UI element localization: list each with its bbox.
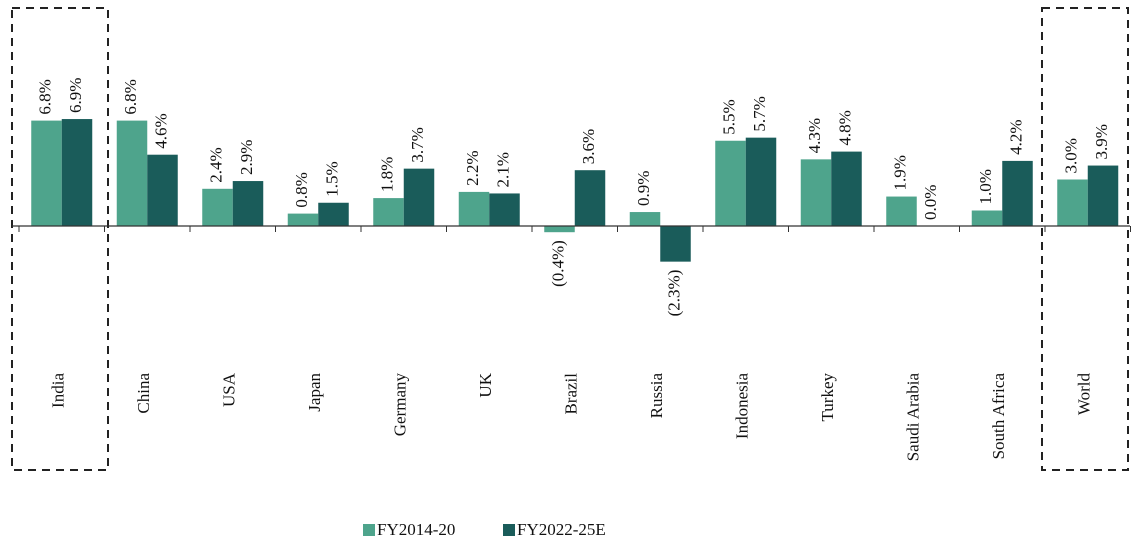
bar (660, 226, 691, 262)
value-label: 5.5% (719, 99, 738, 134)
bar (373, 198, 404, 226)
value-label: 1.0% (976, 169, 995, 204)
value-label: 4.3% (805, 118, 824, 153)
highlight-box (11, 7, 109, 471)
value-label: 1.8% (377, 157, 396, 192)
bar (31, 120, 62, 226)
x-tick-label: China (134, 373, 153, 414)
bar (1057, 179, 1088, 226)
value-label: 4.2% (1006, 119, 1025, 154)
bar (1087, 165, 1119, 226)
legend-label: FY2014-20 (377, 520, 455, 539)
value-label: 2.2% (463, 150, 482, 185)
bar (831, 151, 862, 226)
x-tick-label: Germany (391, 373, 410, 437)
legend-swatch (363, 524, 375, 536)
value-label: (0.4%) (548, 240, 567, 287)
x-tick-label: UK (476, 372, 495, 397)
value-label: 3.9% (1092, 124, 1111, 159)
value-label: 1.5% (322, 161, 341, 196)
bar (458, 191, 490, 226)
legend-label: FY2022-25E (517, 520, 606, 539)
value-label: 0.9% (634, 171, 653, 206)
value-label: 2.1% (493, 152, 512, 187)
x-tick-label: Turkey (818, 373, 837, 422)
x-tick-label: India (49, 373, 68, 408)
bar (1002, 160, 1033, 226)
value-label: 4.6% (151, 113, 170, 148)
bar (715, 140, 746, 226)
value-label: 6.8% (35, 79, 54, 114)
bar (544, 226, 575, 233)
value-label: 1.9% (890, 155, 909, 190)
x-tick-label: South Africa (989, 373, 1008, 460)
bar (403, 168, 435, 226)
value-label: 5.7% (750, 96, 769, 131)
bar (61, 119, 93, 226)
bar (147, 154, 178, 226)
x-tick-label: Brazil (562, 373, 581, 415)
value-label: 3.6% (579, 129, 598, 164)
highlight-box (1041, 7, 1129, 471)
value-label: 3.7% (408, 127, 427, 162)
value-label: 2.9% (237, 140, 256, 175)
x-tick-label: Saudi Arabia (904, 373, 923, 462)
value-label: 6.9% (66, 78, 85, 113)
x-tick-label: USA (220, 372, 239, 407)
bar (971, 210, 1003, 226)
bar (574, 170, 606, 226)
value-label: 2.4% (206, 147, 225, 182)
value-label: 4.8% (835, 110, 854, 145)
bar (232, 181, 264, 226)
x-tick-label: World (1075, 373, 1094, 416)
bar (318, 202, 349, 226)
bar (745, 137, 777, 226)
bar (629, 212, 661, 226)
legend-swatch (503, 524, 515, 536)
value-label: 0.0% (921, 185, 940, 220)
bar (489, 193, 520, 226)
value-label: 3.0% (1061, 138, 1080, 173)
bar (202, 188, 233, 226)
bar (800, 159, 832, 226)
bar (116, 120, 148, 226)
value-label: 0.8% (292, 172, 311, 207)
bar (287, 213, 319, 226)
value-label: (2.3%) (664, 270, 683, 317)
x-tick-label: Indonesia (733, 373, 752, 440)
value-label: 6.8% (121, 79, 140, 114)
x-tick-label: Russia (647, 373, 666, 419)
bar (886, 196, 917, 226)
x-tick-label: Japan (305, 373, 324, 412)
